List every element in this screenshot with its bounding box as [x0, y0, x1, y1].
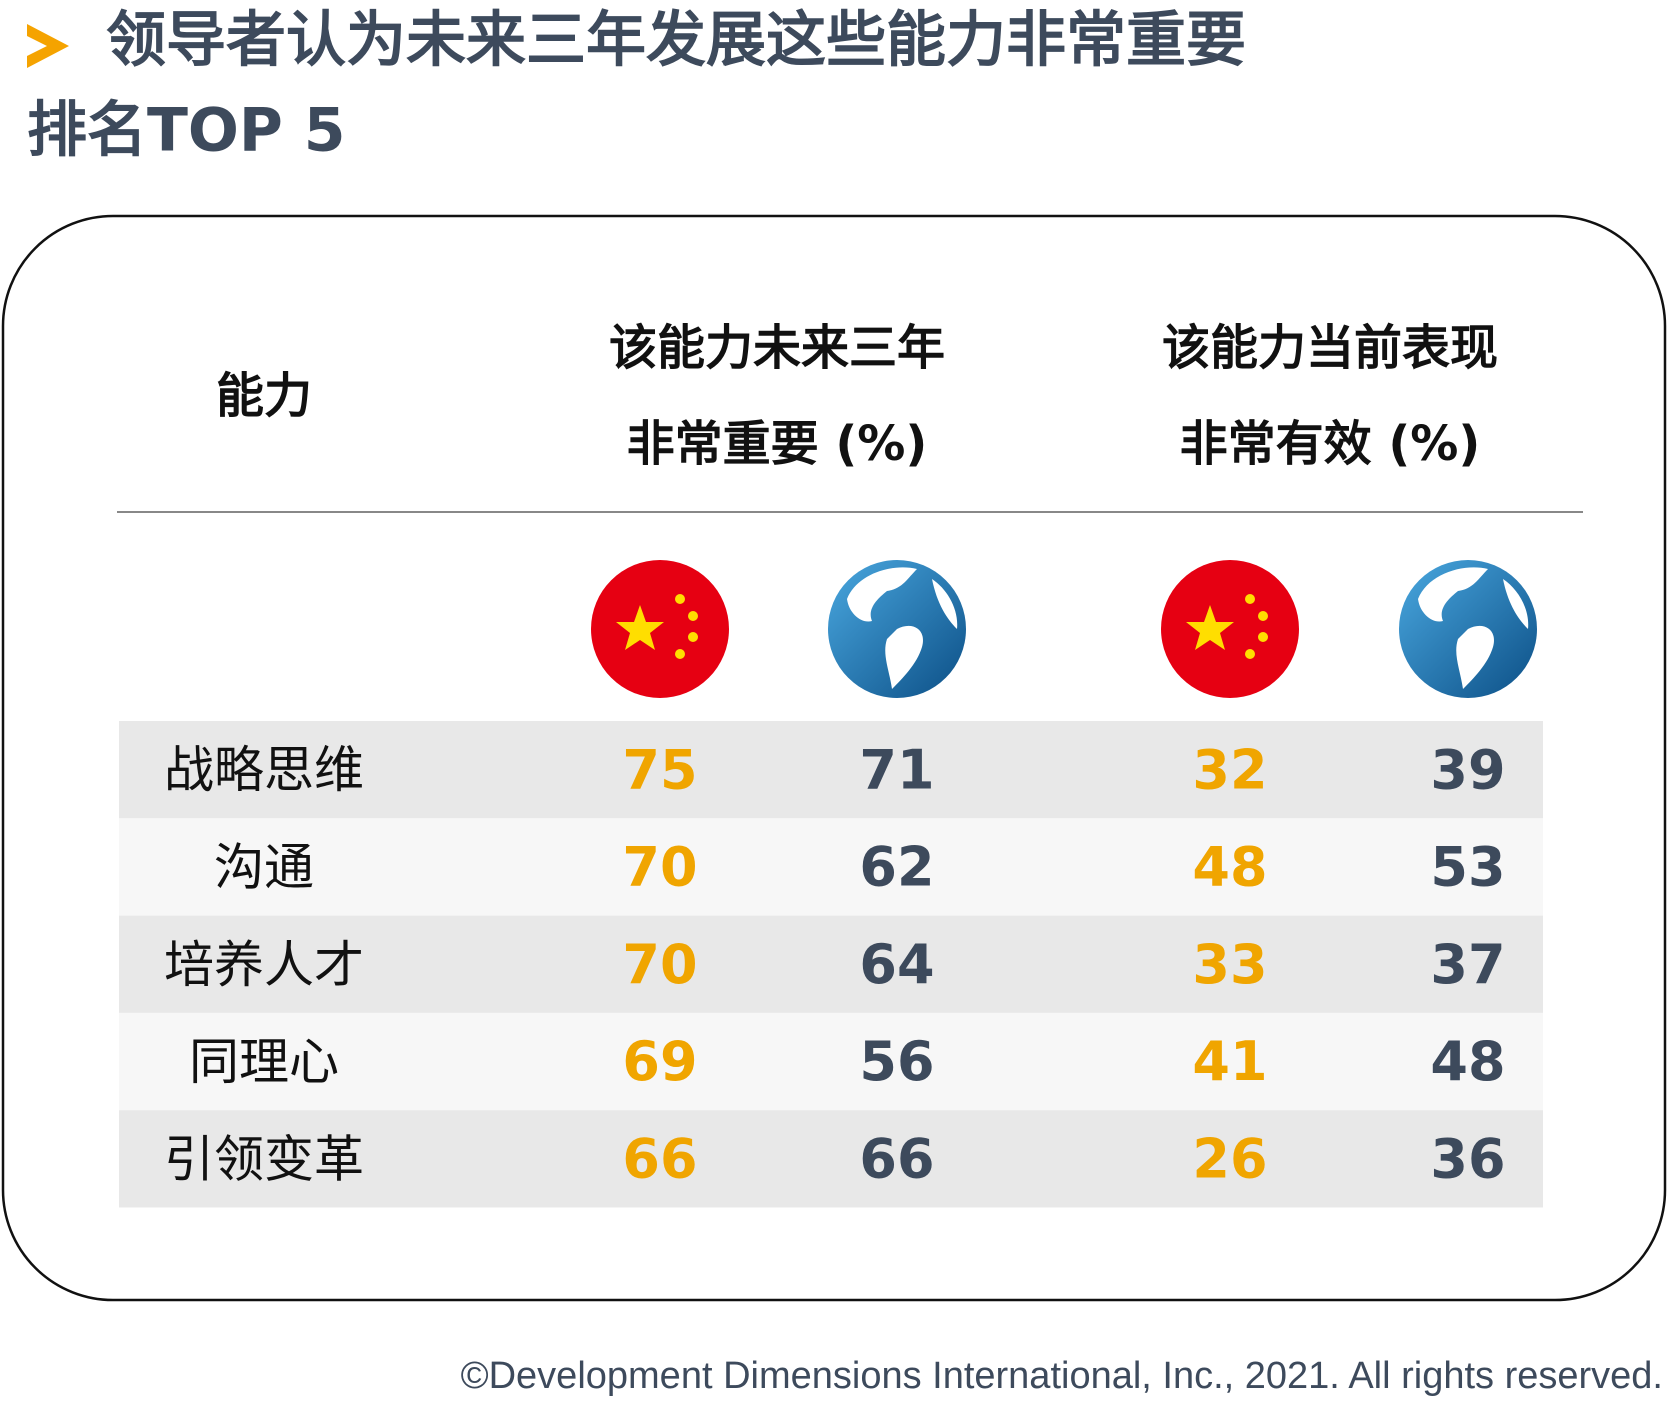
card — [1, 214, 1667, 1302]
cell-value: 36 — [1430, 1127, 1505, 1190]
row-background — [119, 818, 1543, 916]
row-label: 引领变革 — [164, 1130, 364, 1188]
cell-value: 41 — [1192, 1030, 1267, 1093]
cell-value: 33 — [1192, 933, 1267, 996]
china-icon — [1161, 560, 1299, 698]
cell-value: 66 — [859, 1127, 934, 1190]
cell-value: 70 — [622, 836, 697, 899]
china-icon — [591, 560, 729, 698]
cell-value: 56 — [859, 1030, 934, 1093]
cell-value: 75 — [622, 738, 697, 801]
global-icon — [828, 560, 966, 698]
cell-value: 37 — [1430, 933, 1505, 996]
column-header: 能力 — [216, 368, 312, 424]
cell-value: 26 — [1192, 1127, 1267, 1190]
cell-value: 64 — [859, 933, 934, 996]
cell-value: 53 — [1430, 836, 1505, 899]
row-background — [119, 915, 1543, 1013]
cell-value: 69 — [622, 1030, 697, 1093]
cell-value: 62 — [859, 836, 934, 899]
row-background — [119, 1110, 1543, 1208]
title: 领导者认为未来三年发展这些能力非常重要 — [106, 6, 1246, 76]
row-background — [119, 721, 1543, 819]
cell-value: 71 — [859, 738, 934, 801]
cell-value: 66 — [622, 1127, 697, 1190]
title: 排名TOP 5 — [27, 96, 346, 166]
row-label: 战略思维 — [164, 741, 364, 799]
column-header: 非常有效 (%) — [1180, 416, 1481, 472]
column-header: 该能力未来三年 — [609, 320, 945, 376]
global-icon — [1399, 560, 1537, 698]
column-header: 非常重要 (%) — [627, 416, 928, 472]
cell-value: 70 — [622, 933, 697, 996]
row-label: 培养人才 — [164, 936, 364, 994]
chevron — [27, 24, 69, 68]
row-label: 同理心 — [189, 1033, 339, 1091]
row-label: 沟通 — [214, 838, 314, 896]
cell-value: 48 — [1430, 1030, 1505, 1093]
cell-value: 39 — [1430, 738, 1505, 801]
cell-value: 48 — [1192, 836, 1267, 899]
row-background — [119, 1012, 1543, 1111]
footer: ©Development Dimensions International, I… — [461, 1355, 1663, 1397]
column-header: 该能力当前表现 — [1162, 320, 1498, 376]
cell-value: 32 — [1192, 738, 1267, 801]
